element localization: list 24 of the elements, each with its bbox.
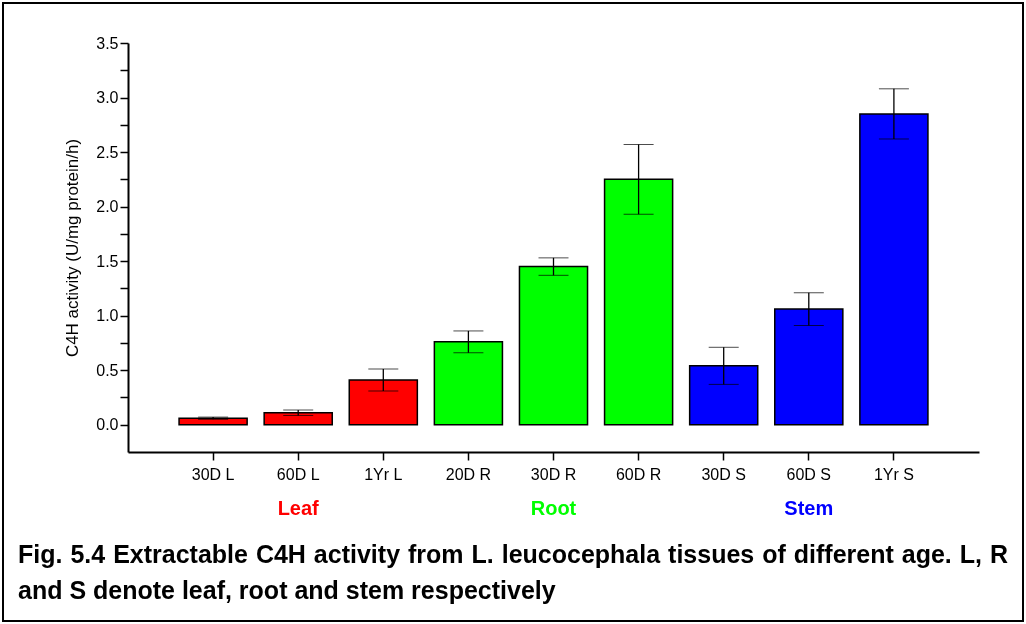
x-tick-label: 60D L [276,465,320,483]
y-tick-label: 1.0 [96,307,119,325]
x-tick-label: 30D L [191,465,235,483]
y-tick-label: 1.5 [96,252,119,270]
y-tick-label: 0.5 [96,361,119,379]
x-tick-label: 20D R [445,465,492,483]
y-axis-title: C4H activity (U/mg protein/h) [63,138,83,358]
x-tick-label: 1Yr L [364,465,403,483]
y-tick-label: 3.5 [96,34,119,52]
x-tick-label: 30D R [530,465,577,483]
y-tick-label: 2.0 [96,198,119,216]
text: Root [530,497,577,519]
caption: Fig. 5.4 Extractable C4H activity from L. leucocephala tissues of different age. L, R and S denote leaf, root and stem respectively [18,539,1008,606]
y-tick-label: 3.0 [96,89,119,107]
y-tick-label: 2.5 [96,143,119,161]
bar [263,411,333,426]
bar [178,417,248,426]
y-tick-label: 0.0 [96,416,119,434]
text: Leaf [277,497,320,519]
x-tick-label: 30D S [701,465,746,483]
x-tick-label: 60D S [786,465,832,483]
x-tick-label: 1Yr S [873,465,914,483]
text: Stem [784,497,834,519]
x-tick-label: 60D R [615,465,662,483]
